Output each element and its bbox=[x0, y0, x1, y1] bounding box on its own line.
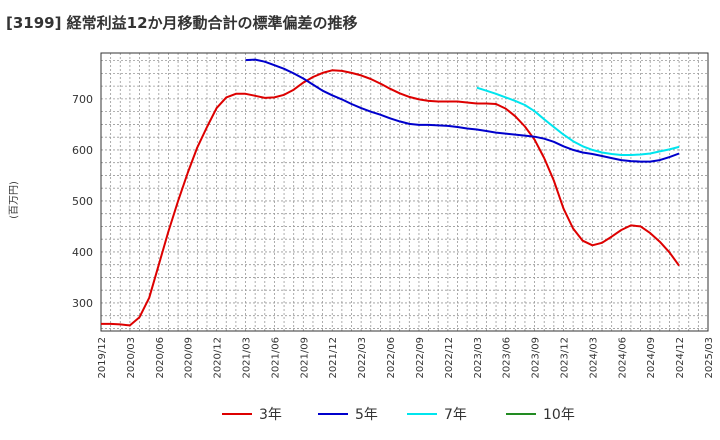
x-tick-label: 2020/12 bbox=[213, 337, 224, 379]
x-tick-label: 2024/06 bbox=[617, 337, 628, 379]
legend: 3年 5年 7年 10年 bbox=[222, 407, 575, 423]
x-tick-label: 2023/12 bbox=[559, 337, 570, 379]
y-tick-label: 300 bbox=[72, 297, 93, 310]
x-tick-label: 2023/06 bbox=[502, 337, 513, 379]
x-tick-label: 2024/12 bbox=[675, 337, 686, 379]
x-tick-label: 2019/12 bbox=[97, 337, 108, 379]
plot-frame bbox=[100, 52, 709, 332]
x-tick-label: 2023/03 bbox=[473, 337, 484, 379]
x-tick-label: 2025/03 bbox=[704, 337, 715, 379]
x-tick-label: 2024/09 bbox=[646, 337, 657, 379]
legend-label: 10年 bbox=[543, 407, 575, 423]
series-line-3年 bbox=[101, 69, 680, 327]
chart-title: [3199] 経常利益12か月移動合計の標準偏差の推移 bbox=[6, 14, 358, 32]
x-tick-label: 2024/03 bbox=[588, 337, 599, 379]
legend-label: 7年 bbox=[444, 407, 467, 423]
x-tick-label: 2021/06 bbox=[270, 337, 281, 379]
x-tick-label: 2021/09 bbox=[299, 337, 310, 379]
x-tick-label: 2020/06 bbox=[155, 337, 166, 379]
x-tick-label: 2020/03 bbox=[126, 337, 137, 379]
x-tick-label: 2022/06 bbox=[386, 337, 397, 379]
x-tick-label: 2022/09 bbox=[415, 337, 426, 379]
x-tick-label: 2022/12 bbox=[444, 337, 455, 379]
y-tick-label: 400 bbox=[72, 246, 93, 259]
series-line-7年 bbox=[476, 86, 680, 156]
series-line-5年 bbox=[245, 58, 680, 163]
x-tick-label: 2023/09 bbox=[531, 337, 542, 379]
y-tick-label: 600 bbox=[72, 144, 93, 157]
legend-label: 3年 bbox=[259, 407, 282, 423]
legend-label: 5年 bbox=[355, 407, 378, 423]
y-tick-labels: 300 400 500 600 700 bbox=[72, 93, 93, 310]
x-tick-labels: 2019/12 2020/03 2020/06 2020/09 2020/12 2021/… bbox=[97, 337, 715, 379]
x-tick-label: 2020/09 bbox=[184, 337, 195, 379]
x-tick-label: 2022/03 bbox=[357, 337, 368, 379]
y-tick-label: 500 bbox=[72, 195, 93, 208]
x-tick-label: 2021/12 bbox=[328, 337, 339, 379]
y-axis-label: (百万円) bbox=[8, 181, 20, 219]
x-tick-label: 2021/03 bbox=[242, 337, 253, 379]
series-lines bbox=[101, 58, 680, 327]
y-tick-label: 700 bbox=[72, 93, 93, 106]
grid-lines bbox=[101, 53, 708, 331]
